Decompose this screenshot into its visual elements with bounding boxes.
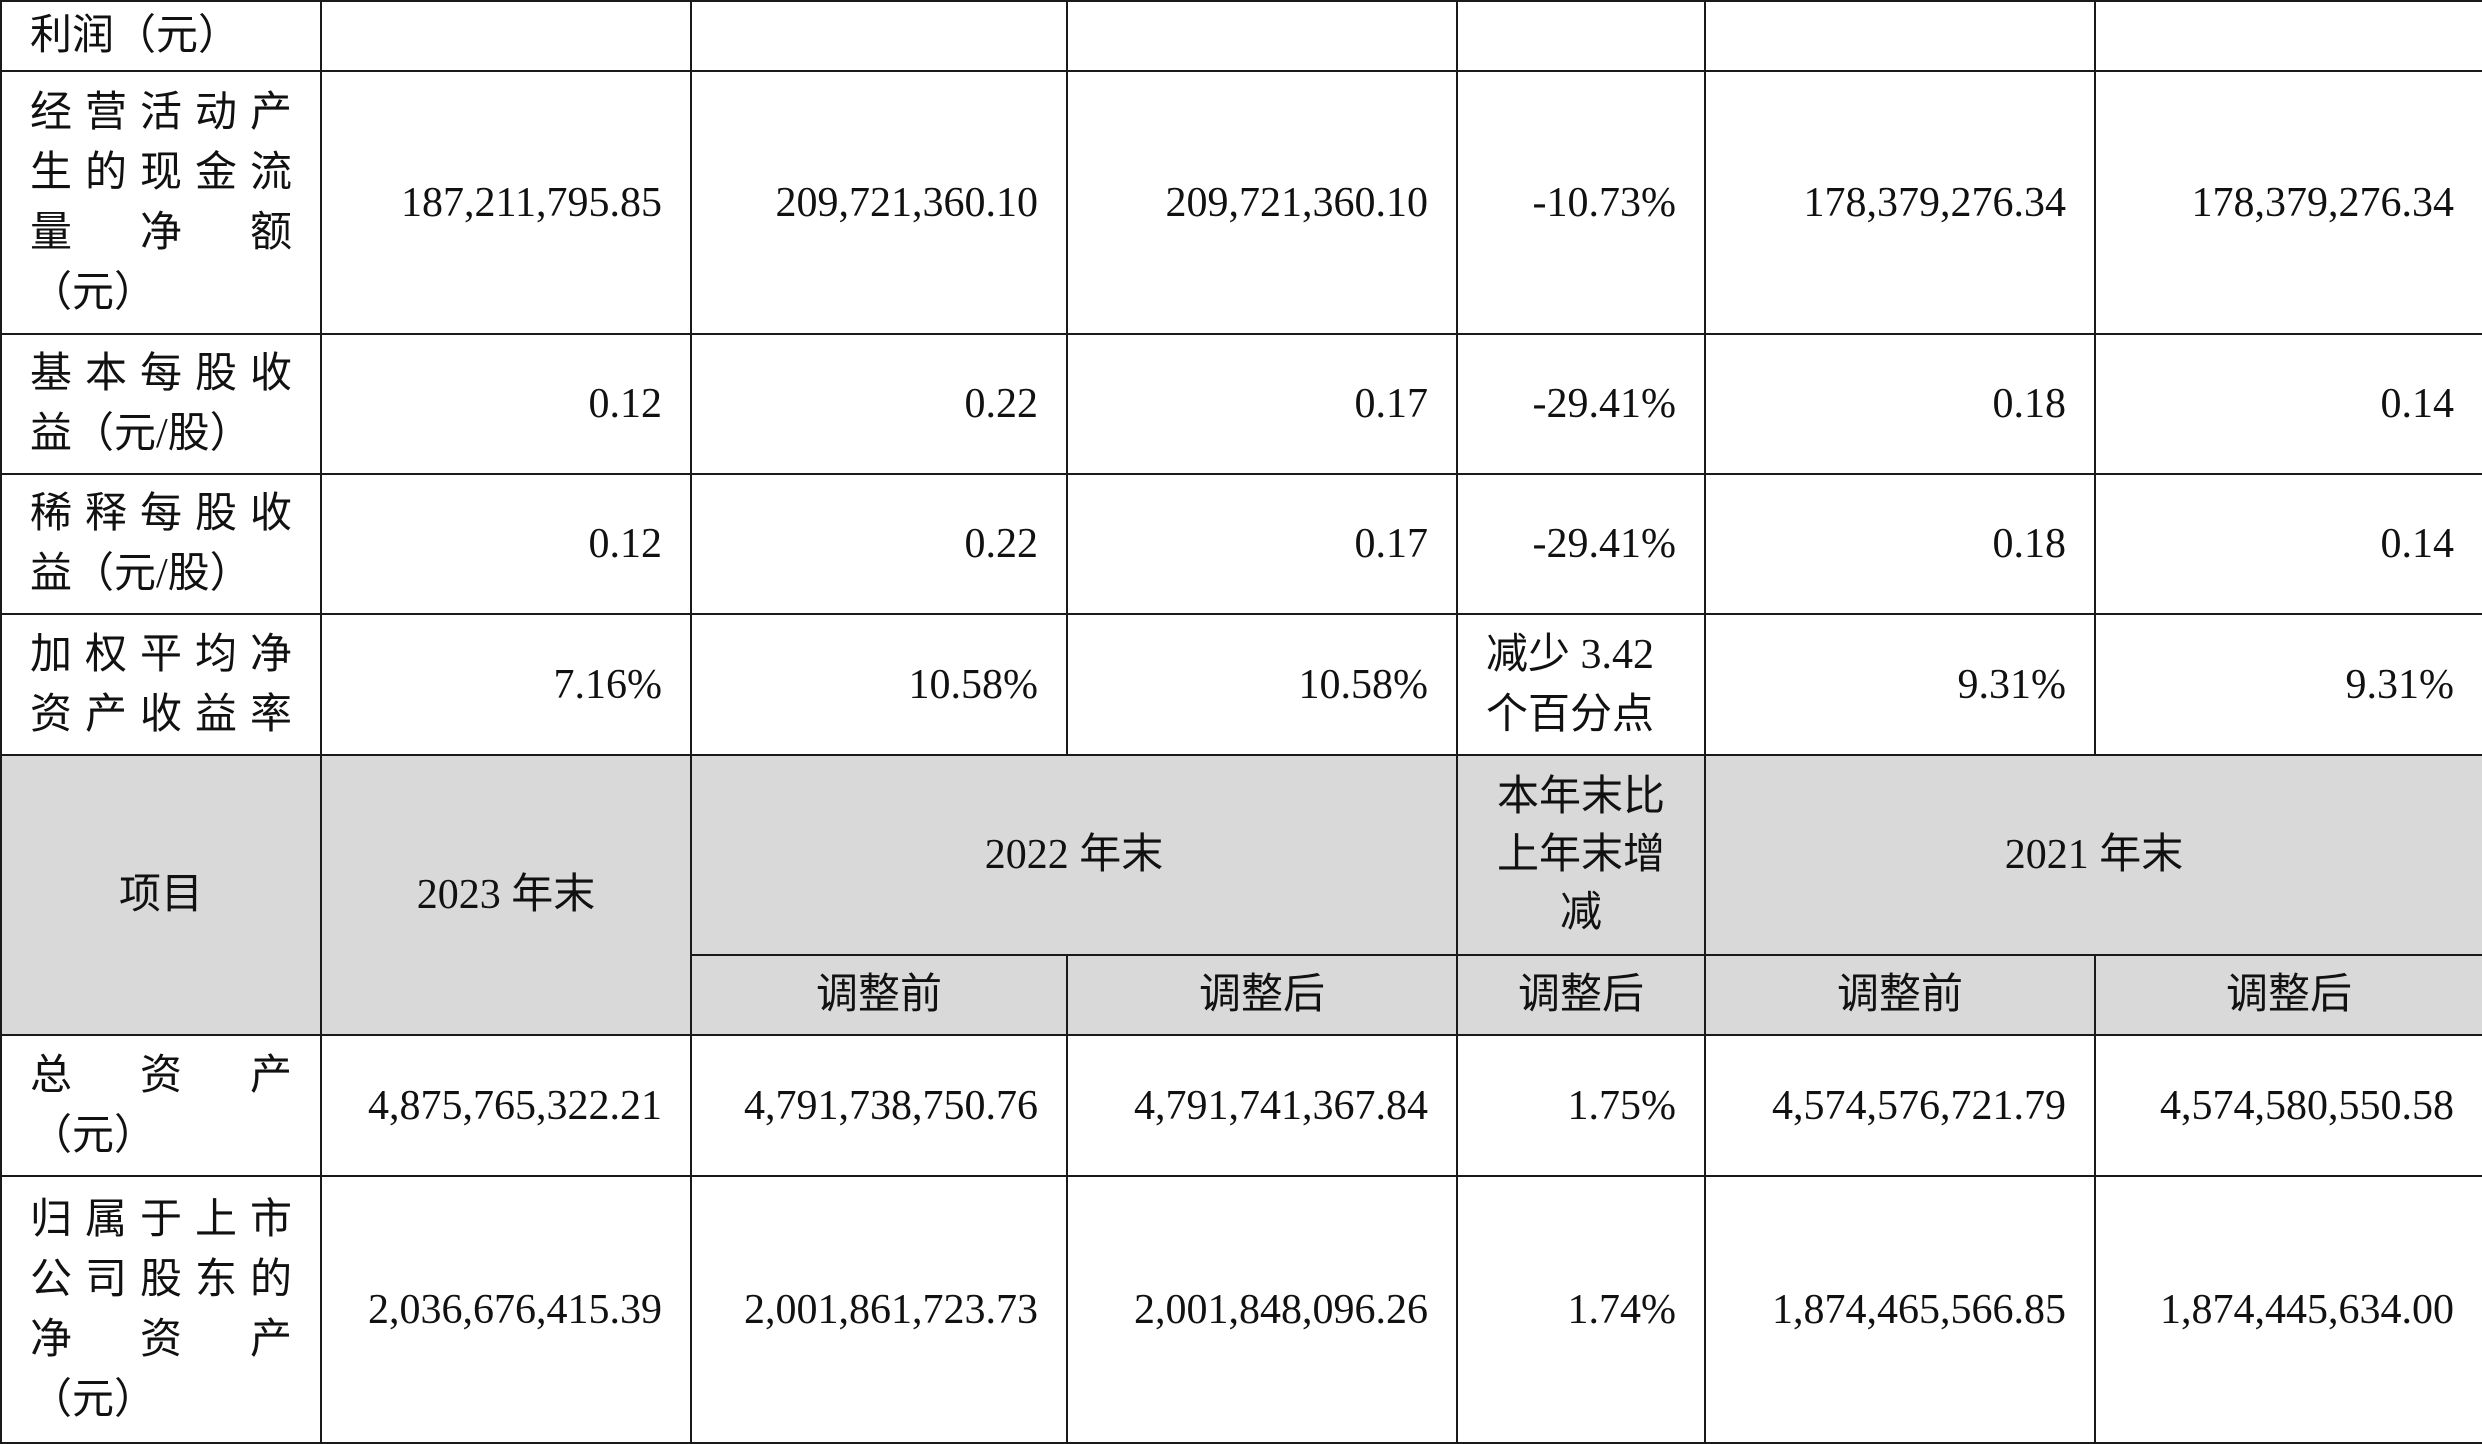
cell-value <box>2094 0 2482 72</box>
table-row: 总 资 产 （元） 4,875,765,322.21 4,791,738,750… <box>0 1034 2482 1177</box>
header-year-2023: 2023 年末 <box>320 754 692 1036</box>
cell-value: 0.22 <box>690 333 1068 475</box>
cell-value: 1,874,465,566.85 <box>1704 1175 2096 1444</box>
table-row: 利润（元） <box>0 0 2482 72</box>
cell-value: 4,574,580,550.58 <box>2094 1034 2482 1177</box>
cell-value: 7.16% <box>320 613 692 756</box>
table-row: 经营活动产 生的现金流 量 净 额 （元） 187,211,795.85 209… <box>0 70 2482 335</box>
cell-value: 0.12 <box>320 333 692 475</box>
table-row: 归属于上市 公司股东的 净 资 产 （元） 2,036,676,415.39 2… <box>0 1175 2482 1444</box>
header-sub-after: 调整后 <box>1066 954 1458 1036</box>
cell-value: -29.41% <box>1456 333 1706 475</box>
header-row: 项目 2023 年末 2022 年末 本年末比上年末增减 2021 年末 <box>0 754 2482 1036</box>
cell-value: 9.31% <box>2094 613 2482 756</box>
cell-value: 0.17 <box>1066 333 1458 475</box>
header-year-2022: 2022 年末 <box>690 754 1458 956</box>
cell-value: 4,574,576,721.79 <box>1704 1034 2096 1177</box>
cell-value: 2,001,848,096.26 <box>1066 1175 1458 1444</box>
cell-value: 2,036,676,415.39 <box>320 1175 692 1444</box>
cell-value: 0.14 <box>2094 473 2482 615</box>
cell-value: 10.58% <box>1066 613 1458 756</box>
cell-value: 0.18 <box>1704 333 2096 475</box>
row-label: 总 资 产 （元） <box>0 1034 322 1177</box>
header-sub-after: 调整后 <box>1456 954 1706 1036</box>
table-row: 稀释每股收 益（元/股） 0.12 0.22 0.17 -29.41% 0.18… <box>0 473 2482 615</box>
cell-value: 1.74% <box>1456 1175 1706 1444</box>
header-subrow: 调整前 调整后 调整后 调整前 调整后 <box>1 954 2482 1036</box>
cell-value <box>320 0 692 72</box>
header-sub-before: 调整前 <box>1704 954 2096 1036</box>
cell-value: 0.14 <box>2094 333 2482 475</box>
header-sub-after: 调整后 <box>2094 954 2482 1036</box>
cell-value: 10.58% <box>690 613 1068 756</box>
cell-value: 1,874,445,634.00 <box>2094 1175 2482 1444</box>
cell-value: 2,001,861,723.73 <box>690 1175 1068 1444</box>
cell-value: 0.17 <box>1066 473 1458 615</box>
cell-value: 4,791,738,750.76 <box>690 1034 1068 1177</box>
cell-value <box>1456 0 1706 72</box>
cell-value: 209,721,360.10 <box>1066 70 1458 335</box>
row-label: 归属于上市 公司股东的 净 资 产 （元） <box>0 1175 322 1444</box>
table-row: 基本每股收 益（元/股） 0.12 0.22 0.17 -29.41% 0.18… <box>0 333 2482 475</box>
row-label: 加权平均净 资产收益率 <box>0 613 322 756</box>
cell-value: 209,721,360.10 <box>690 70 1068 335</box>
cell-value <box>1066 0 1458 72</box>
cell-value: -10.73% <box>1456 70 1706 335</box>
cell-value: 0.22 <box>690 473 1068 615</box>
cell-value: 178,379,276.34 <box>1704 70 2096 335</box>
cell-value: 4,791,741,367.84 <box>1066 1034 1458 1177</box>
header-change: 本年末比上年末增减 <box>1456 754 1706 956</box>
header-sub-before: 调整前 <box>690 954 1068 1036</box>
cell-value: -29.41% <box>1456 473 1706 615</box>
cell-value: 减少 3.42 个百分点 <box>1456 613 1706 756</box>
table-row: 加权平均净 资产收益率 7.16% 10.58% 10.58% 减少 3.42 … <box>0 613 2482 756</box>
row-label: 利润（元） <box>0 0 322 72</box>
cell-value: 4,875,765,322.21 <box>320 1034 692 1177</box>
header-year-2021: 2021 年末 <box>1704 754 2482 956</box>
cell-value: 9.31% <box>1704 613 2096 756</box>
cell-value: 178,379,276.34 <box>2094 70 2482 335</box>
cell-value: 0.12 <box>320 473 692 615</box>
cell-value: 187,211,795.85 <box>320 70 692 335</box>
header-item: 项目 <box>0 754 322 1036</box>
cell-value: 0.18 <box>1704 473 2096 615</box>
cell-value <box>690 0 1068 72</box>
cell-value: 1.75% <box>1456 1034 1706 1177</box>
row-label: 稀释每股收 益（元/股） <box>0 473 322 615</box>
row-label: 经营活动产 生的现金流 量 净 额 （元） <box>0 70 322 335</box>
row-label: 基本每股收 益（元/股） <box>0 333 322 475</box>
cell-value <box>1704 0 2096 72</box>
